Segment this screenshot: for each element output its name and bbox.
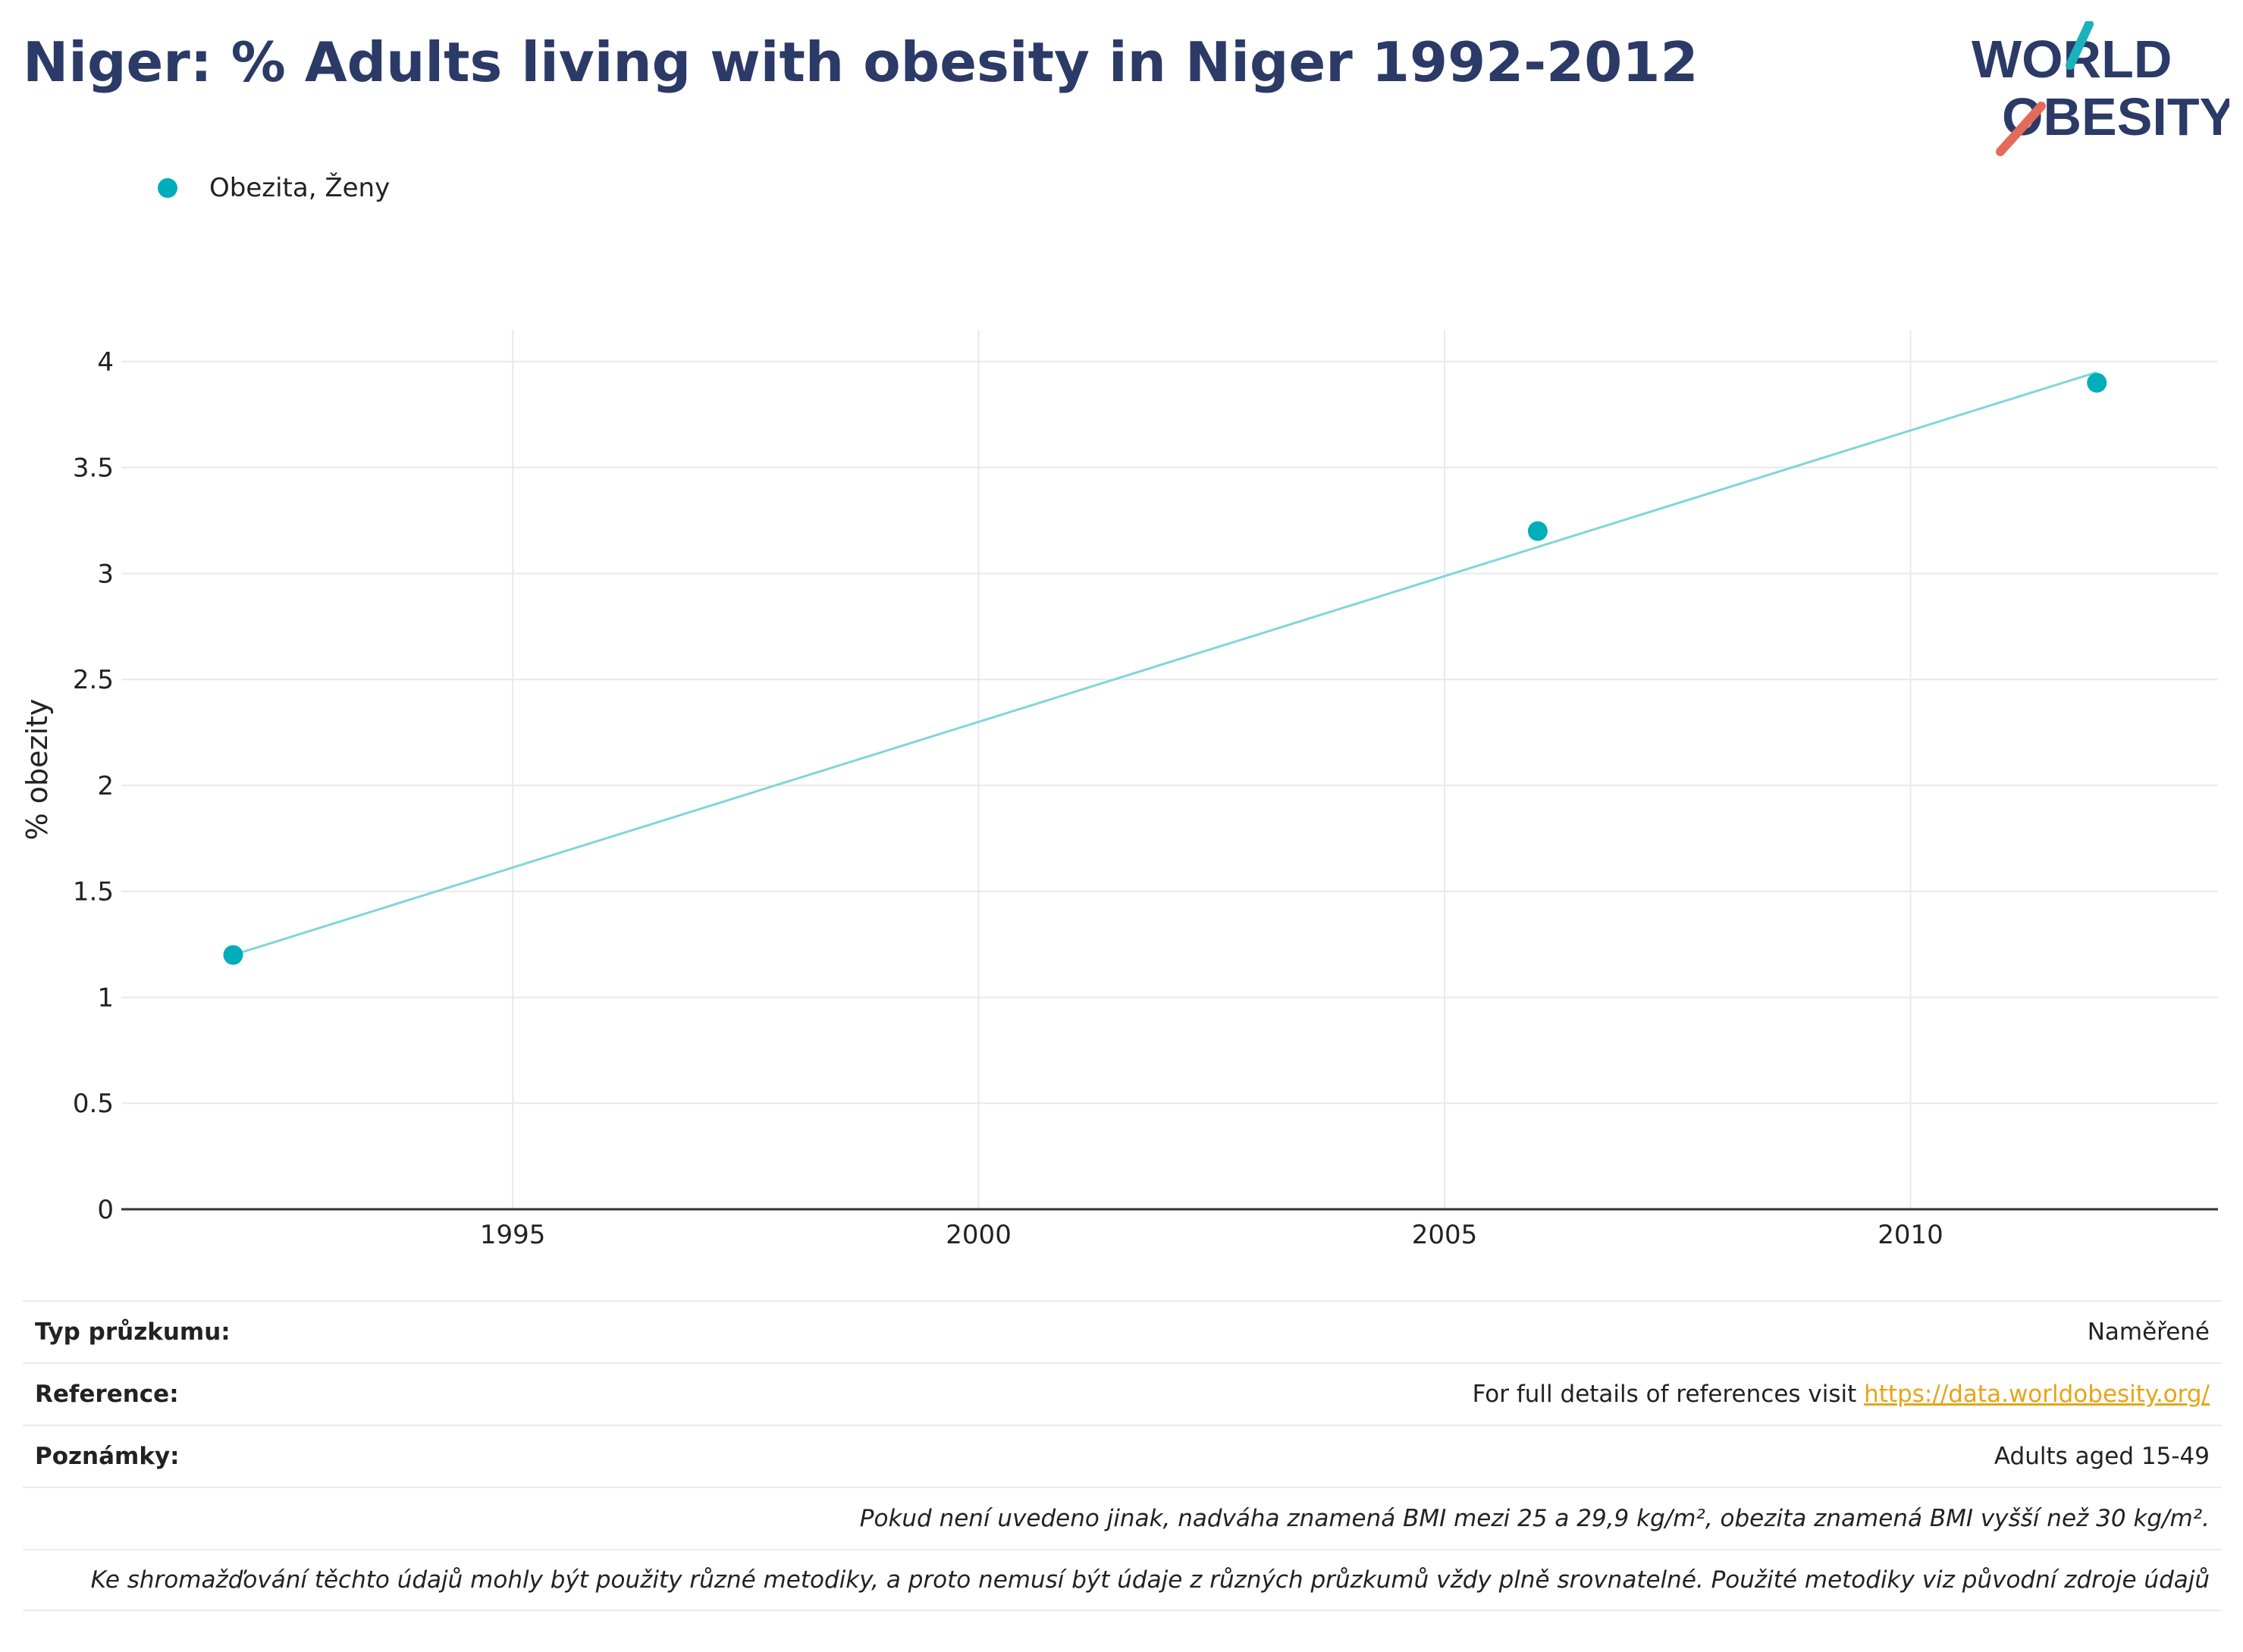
bmi-note: Pokud není uvedeno jinak, nadváha znamen… [859, 1505, 2210, 1532]
world-obesity-logo: WORLD OBESITY [1972, 20, 2235, 168]
notes-label: Poznámky: [35, 1443, 180, 1470]
notes-value: Adults aged 15-49 [1994, 1443, 2210, 1470]
y-tick-label: 1.5 [73, 877, 114, 908]
logo-accent-teal [2066, 20, 2094, 70]
reference-label: Reference: [35, 1381, 179, 1408]
info-row-notes: Poznámky: Adults aged 15-49 [23, 1425, 2222, 1487]
chart-legend[interactable]: Obezita, Ženy [158, 173, 390, 203]
info-row-bmi-note: Pokud není uvedeno jinak, nadváha znamen… [23, 1487, 2222, 1549]
logo-line2: OBESITY [2002, 87, 2229, 146]
chart-area: 0 0.5 1 1.5 2 2.5 3 3.5 4 1995 2000 2005 2010 % obe… [20, 330, 2218, 1250]
info-row-methods-note: Ke shromažďování těchto údajů mohly být … [23, 1549, 2222, 1611]
reference-text: For full details of references visit [1472, 1381, 1865, 1408]
info-row-survey-type: Typ průzkumu: Naměřené [23, 1300, 2222, 1362]
y-axis-label: % obezity [20, 699, 54, 841]
y-tick-label: 2 [97, 771, 114, 801]
reference-link[interactable]: https://data.worldobesity.org/ [1864, 1381, 2210, 1408]
legend-label: Obezita, Ženy [209, 173, 391, 203]
data-point [223, 945, 243, 965]
data-points [223, 372, 2107, 965]
trend-line [233, 371, 2097, 957]
survey-type-value: Naměřené [2087, 1318, 2210, 1346]
methods-note: Ke shromažďování těchto údajů mohly být … [90, 1566, 2210, 1594]
info-table: Typ průzkumu: Naměřené Reference: For fu… [23, 1300, 2222, 1611]
y-tick-label: 2.5 [73, 665, 114, 695]
x-tick-label: 2010 [1878, 1220, 1943, 1250]
y-tick-label: 3 [97, 559, 114, 589]
data-point [1527, 521, 1548, 541]
y-tick-label: 4 [97, 347, 114, 378]
page-title: Niger: % Adults living with obesity in N… [23, 30, 1699, 94]
x-tick-label: 2000 [946, 1220, 1012, 1250]
data-point [2087, 372, 2107, 393]
y-tick-label: 0 [97, 1195, 114, 1225]
grid-lines [121, 330, 2218, 1209]
legend-marker [158, 178, 177, 198]
reference-value: For full details of references visit htt… [1473, 1381, 2210, 1408]
logo-graphic: WORLD OBESITY [1972, 20, 2235, 156]
x-axis-ticks: 1995 2000 2005 2010 [480, 1220, 1943, 1250]
y-tick-label: 3.5 [73, 453, 114, 484]
survey-type-label: Typ průzkumu: [35, 1318, 231, 1346]
logo-accent-coral [1996, 102, 2046, 156]
y-tick-label: 1 [97, 983, 114, 1013]
y-tick-label: 0.5 [73, 1089, 114, 1119]
info-row-reference: Reference: For full details of reference… [23, 1362, 2222, 1425]
x-tick-label: 1995 [480, 1220, 546, 1250]
x-tick-label: 2005 [1412, 1220, 1478, 1250]
y-axis-ticks: 0 0.5 1 1.5 2 2.5 3 3.5 4 [73, 347, 114, 1225]
